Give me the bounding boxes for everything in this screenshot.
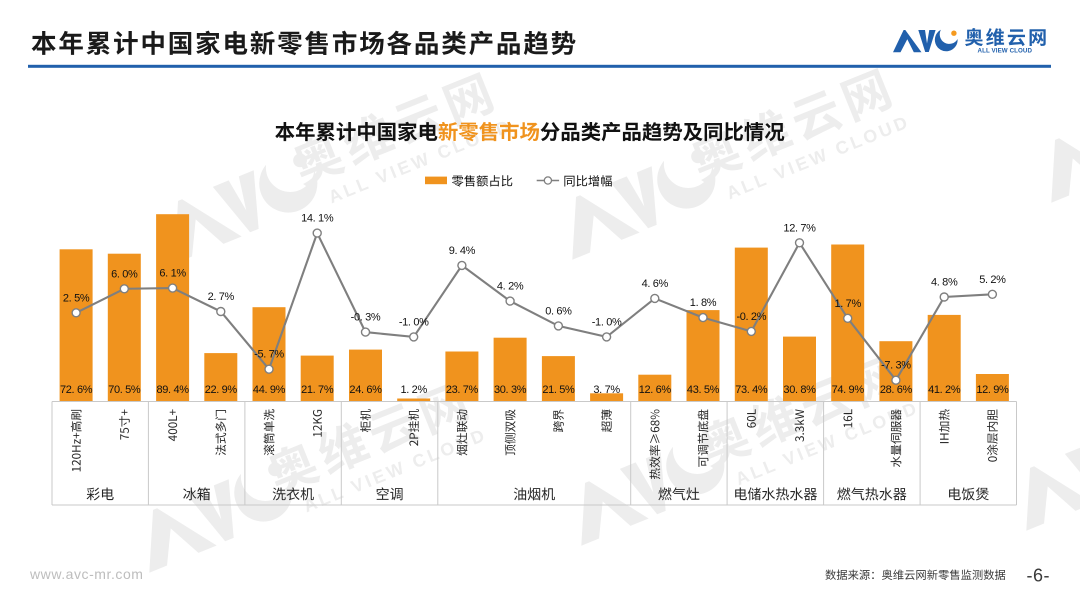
svg-text:ALL VIEW CLOUD: ALL VIEW CLOUD — [978, 48, 1033, 55]
svg-text:4. 2%: 4. 2% — [497, 281, 524, 293]
svg-text:30. 8%: 30. 8% — [783, 384, 816, 396]
svg-text:4. 6%: 4. 6% — [642, 278, 669, 290]
svg-text:14. 1%: 14. 1% — [301, 213, 334, 225]
svg-text:89. 4%: 89. 4% — [157, 384, 190, 396]
svg-text:30. 3%: 30. 3% — [494, 384, 527, 396]
svg-text:12. 7%: 12. 7% — [783, 222, 816, 234]
svg-text:-1. 0%: -1. 0% — [399, 316, 429, 328]
svg-text:23. 7%: 23. 7% — [446, 384, 479, 396]
svg-text:12. 6%: 12. 6% — [639, 384, 672, 396]
svg-text:-5. 7%: -5. 7% — [254, 349, 284, 361]
svg-text:1. 7%: 1. 7% — [835, 298, 862, 310]
svg-text:-0. 2%: -0. 2% — [736, 311, 766, 323]
svg-text:3. 7%: 3. 7% — [593, 384, 620, 396]
svg-text:-6-: -6- — [1027, 566, 1051, 586]
svg-text:22. 9%: 22. 9% — [205, 384, 238, 396]
svg-text:72. 6%: 72. 6% — [60, 384, 93, 396]
svg-text:21. 7%: 21. 7% — [301, 384, 334, 396]
svg-text:1. 8%: 1. 8% — [690, 297, 717, 309]
svg-text:43. 5%: 43. 5% — [687, 384, 720, 396]
svg-text:21. 5%: 21. 5% — [542, 384, 575, 396]
svg-text:1. 2%: 1. 2% — [401, 384, 428, 396]
svg-text:24. 6%: 24. 6% — [349, 384, 382, 396]
svg-text:0. 6%: 0. 6% — [545, 305, 572, 317]
svg-text:5. 2%: 5. 2% — [979, 274, 1006, 286]
svg-text:73. 4%: 73. 4% — [735, 384, 768, 396]
svg-text:70. 5%: 70. 5% — [108, 384, 141, 396]
svg-text:12. 9%: 12. 9% — [976, 384, 1009, 396]
svg-text:-7. 3%: -7. 3% — [881, 360, 911, 372]
svg-text:28. 6%: 28. 6% — [880, 384, 913, 396]
svg-text:74. 9%: 74. 9% — [832, 384, 865, 396]
svg-text:9. 4%: 9. 4% — [449, 245, 476, 257]
svg-text:www.avc-mr.com: www.avc-mr.com — [29, 566, 144, 582]
svg-text:2. 7%: 2. 7% — [208, 291, 235, 303]
svg-text:6. 0%: 6. 0% — [111, 268, 138, 280]
svg-text:6. 1%: 6. 1% — [159, 268, 186, 280]
svg-text:44. 9%: 44. 9% — [253, 384, 286, 396]
svg-text:2. 5%: 2. 5% — [63, 292, 90, 304]
svg-text:-1. 0%: -1. 0% — [592, 316, 622, 328]
svg-text:4. 8%: 4. 8% — [931, 277, 958, 289]
svg-text:-0. 3%: -0. 3% — [351, 312, 381, 324]
svg-text:41. 2%: 41. 2% — [928, 384, 961, 396]
